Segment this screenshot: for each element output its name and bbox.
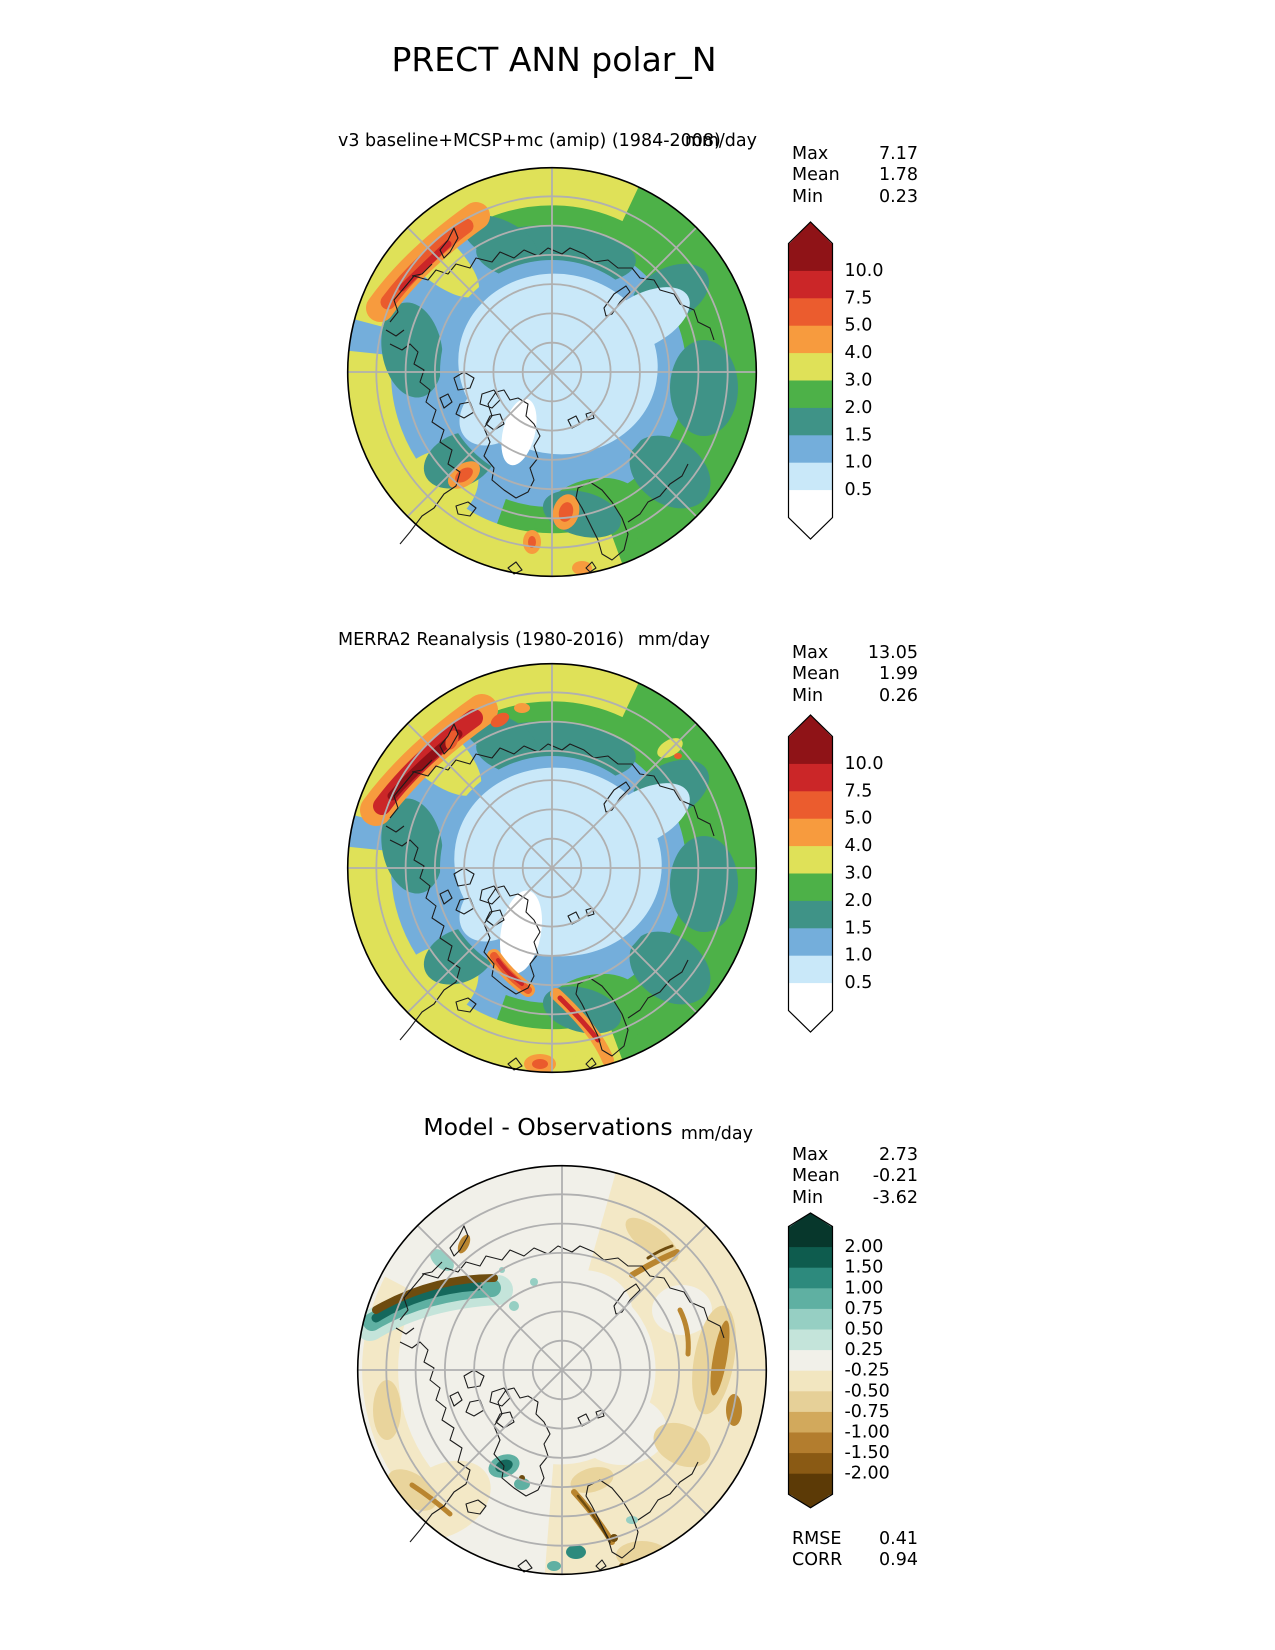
svg-text:-1.00: -1.00 bbox=[845, 1422, 890, 1442]
svg-text:4.0: 4.0 bbox=[845, 343, 873, 363]
map-reanalysis bbox=[346, 662, 758, 1074]
svg-text:1.5: 1.5 bbox=[845, 425, 873, 445]
svg-text:0.5: 0.5 bbox=[845, 480, 873, 500]
svg-text:1.0: 1.0 bbox=[845, 453, 873, 473]
stat-row: Min -3.62 bbox=[792, 1187, 918, 1208]
panel2-subtitle: MERRA2 Reanalysis (1980-2016) bbox=[338, 630, 625, 650]
colorbar-model: 10.0 7.5 5.0 4.0 3.0 2.0 1.5 1.0 0.5 bbox=[787, 221, 884, 540]
svg-text:2.0: 2.0 bbox=[845, 398, 873, 418]
panel2-unit: mm/day bbox=[637, 630, 710, 650]
svg-text:10.0: 10.0 bbox=[845, 754, 884, 774]
svg-text:-2.00: -2.00 bbox=[845, 1464, 890, 1484]
svg-text:-1.50: -1.50 bbox=[845, 1443, 890, 1463]
panel3-stats: Max 2.73 Mean -0.21 Min -3.62 bbox=[792, 1145, 918, 1209]
svg-text:2.00: 2.00 bbox=[845, 1237, 884, 1257]
svg-text:1.00: 1.00 bbox=[845, 1278, 884, 1298]
panel3-subtitle: Model - Observations bbox=[423, 1113, 673, 1141]
svg-text:7.5: 7.5 bbox=[845, 781, 873, 801]
svg-text:5.0: 5.0 bbox=[845, 316, 873, 336]
svg-text:0.75: 0.75 bbox=[845, 1299, 884, 1319]
svg-text:10.0: 10.0 bbox=[845, 261, 884, 281]
svg-text:-0.25: -0.25 bbox=[845, 1361, 890, 1381]
panel1-stats: Max 7.17 Mean 1.78 Min 0.23 bbox=[792, 144, 918, 208]
panel1-unit: mm/day bbox=[684, 131, 757, 151]
stat-row: Min 0.23 bbox=[792, 186, 918, 207]
svg-text:-0.75: -0.75 bbox=[845, 1402, 890, 1422]
svg-text:2.0: 2.0 bbox=[845, 891, 873, 911]
svg-text:0.25: 0.25 bbox=[845, 1340, 884, 1360]
svg-text:5.0: 5.0 bbox=[845, 809, 873, 829]
svg-text:3.0: 3.0 bbox=[845, 371, 873, 391]
stat-row: Mean 1.78 bbox=[792, 165, 918, 186]
stat-row: Max 7.17 bbox=[792, 144, 918, 164]
stat-row: RMSE 0.41 bbox=[792, 1529, 918, 1549]
stat-row: Max 2.73 bbox=[792, 1145, 918, 1165]
svg-text:0.50: 0.50 bbox=[845, 1319, 884, 1339]
map-model bbox=[346, 166, 758, 578]
figure-title: PRECT ANN polar_N bbox=[391, 40, 717, 79]
footer-stats: RMSE 0.41 CORR 0.94 bbox=[792, 1529, 918, 1572]
colorbar-difference: 2.001.501.000.750.500.25-0.25-0.50-0.75-… bbox=[787, 1212, 890, 1509]
colorbar-reanalysis: 10.0 7.5 5.0 4.0 3.0 2.0 1.5 1.0 0.5 bbox=[787, 714, 884, 1033]
svg-text:7.5: 7.5 bbox=[845, 288, 873, 308]
stat-row: Min 0.26 bbox=[792, 685, 918, 706]
svg-text:1.50: 1.50 bbox=[845, 1258, 884, 1278]
map-difference bbox=[356, 1164, 768, 1576]
svg-text:0.5: 0.5 bbox=[845, 973, 873, 993]
svg-text:1.0: 1.0 bbox=[845, 946, 873, 966]
stat-row: Mean -0.21 bbox=[792, 1166, 918, 1187]
svg-text:-0.50: -0.50 bbox=[845, 1381, 890, 1401]
panel3-unit: mm/day bbox=[680, 1124, 753, 1144]
svg-text:3.0: 3.0 bbox=[845, 864, 873, 884]
stat-row: Max 13.05 bbox=[792, 643, 918, 663]
panel2-stats: Max 13.05 Mean 1.99 Min 0.26 bbox=[792, 643, 918, 707]
panel1-subtitle: v3 baseline+MCSP+mc (amip) (1984-2008) bbox=[338, 131, 721, 151]
stat-row: Mean 1.99 bbox=[792, 664, 918, 685]
svg-text:1.5: 1.5 bbox=[845, 918, 873, 938]
stat-row: CORR 0.94 bbox=[792, 1550, 918, 1571]
svg-text:4.0: 4.0 bbox=[845, 836, 873, 856]
